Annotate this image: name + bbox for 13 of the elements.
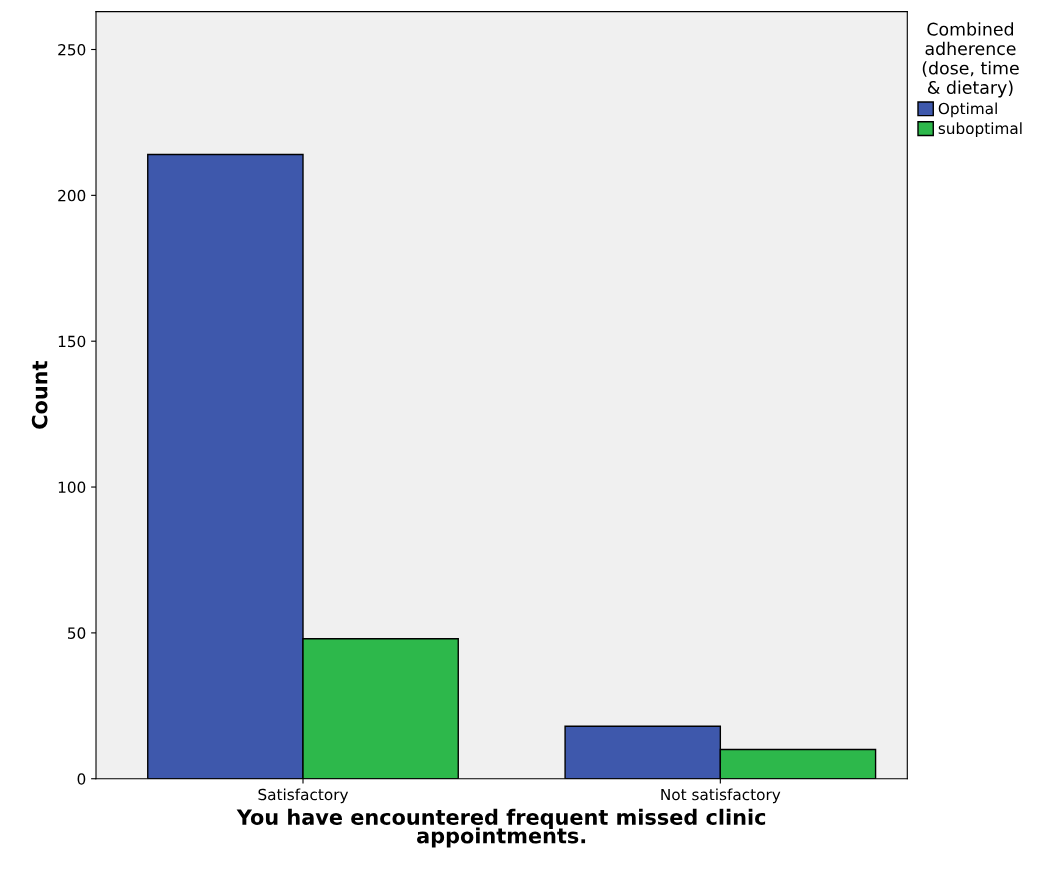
y-tick-label: 200 — [58, 189, 86, 202]
legend-label: Optimal — [938, 102, 997, 118]
y-tick-label: 0 — [77, 773, 86, 785]
x-tick-label: Satisfactory — [258, 788, 349, 804]
x-axis-title: You have encountered frequent missed clinic appointments. — [236, 808, 766, 848]
legend-title: Combined adherence (dose, time & dietary) — [922, 22, 1019, 98]
y-axis-title: Count — [31, 361, 48, 429]
y-tick-label: 250 — [58, 43, 86, 56]
x-tick-label: Not satisfactory — [661, 788, 781, 804]
y-tick-label: 150 — [58, 335, 86, 348]
legend-label: suboptimal — [938, 122, 1022, 138]
y-tick-label: 50 — [68, 627, 86, 639]
y-tick-label: 100 — [58, 481, 86, 494]
